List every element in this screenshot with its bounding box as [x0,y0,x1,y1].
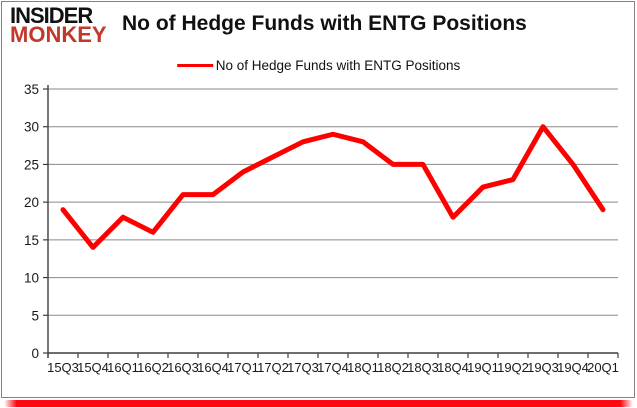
x-tick-label: 20Q1 [587,360,619,375]
x-tick-label: 16Q1 [107,360,139,375]
x-tick-label: 17Q3 [287,360,319,375]
legend-line-swatch [176,64,213,67]
x-tick-label: 18Q1 [347,360,379,375]
x-tick-label: 17Q2 [257,360,289,375]
series-line [60,124,606,250]
y-tick-label: 10 [24,271,39,286]
insider-monkey-logo: INSIDER MONKEY [10,3,107,48]
y-tick-label: 20 [24,195,39,210]
x-tick-label: 18Q2 [377,360,409,375]
x-tick-label: 16Q4 [197,360,229,375]
x-tick-label: 19Q2 [497,360,529,375]
logo-text-monkey: MONKEY [10,22,107,48]
x-tick-label: 19Q3 [527,360,559,375]
x-tick-label: 15Q4 [77,360,109,375]
chart-frame [1,1,635,398]
y-tick-label: 25 [24,157,39,172]
x-tick-label: 17Q1 [227,360,259,375]
x-tick-label: 18Q3 [407,360,439,375]
y-tick-label: 5 [31,308,39,323]
x-tick-label: 16Q3 [167,360,199,375]
legend: No of Hedge Funds with ENTG Positions [176,58,461,73]
x-tick-label: 15Q3 [47,360,79,375]
page-title: No of Hedge Funds with ENTG Positions [122,12,527,35]
x-tick-label: 18Q4 [437,360,469,375]
y-tick-label: 15 [24,233,39,248]
y-tick-label: 0 [31,346,39,361]
y-tick-label: 35 [24,82,39,97]
x-tick-label: 19Q1 [467,360,499,375]
bottom-red-bar [4,400,633,407]
y-tick-label: 30 [24,120,39,135]
x-tick-label: 17Q4 [317,360,349,375]
legend-label: No of Hedge Funds with ENTG Positions [215,58,461,73]
logo-text-insider: INSIDER [10,3,93,28]
x-tick-label: 19Q4 [557,360,589,375]
x-tick-label: 16Q2 [137,360,169,375]
